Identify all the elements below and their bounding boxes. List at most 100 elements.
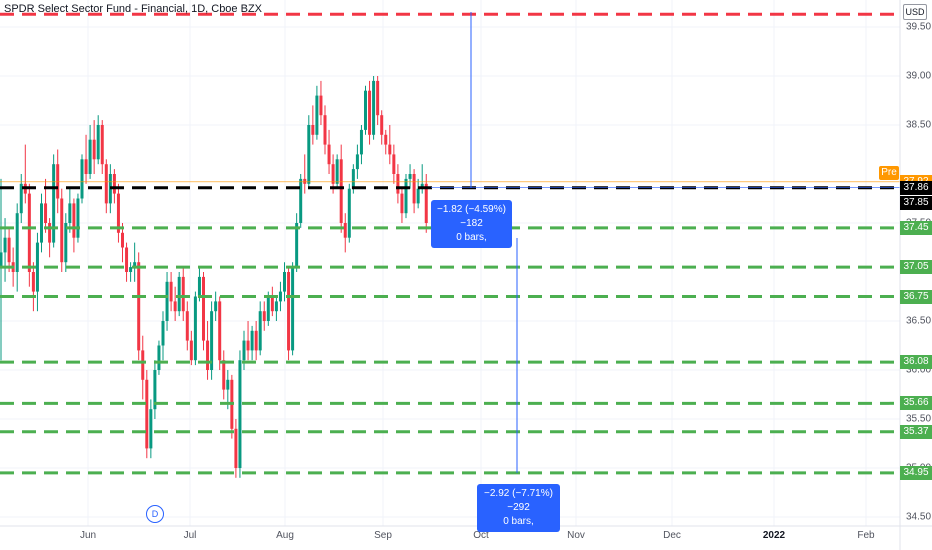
candle-body <box>250 330 254 351</box>
candle-body <box>412 174 416 204</box>
measure-2-change: −2.92 (−7.71%) −292 <box>484 488 553 513</box>
candle-body <box>104 164 108 204</box>
candle-body <box>125 247 129 272</box>
candle-body <box>258 311 262 351</box>
price-label: 36.08 <box>900 355 932 370</box>
candle-body <box>129 267 133 272</box>
candle-body <box>169 281 173 302</box>
candle-body <box>311 125 315 135</box>
chart-title: SPDR Select Sector Fund - Financial, 1D,… <box>4 3 262 15</box>
candle-body <box>246 340 250 351</box>
candle-body <box>193 296 197 361</box>
candle-body <box>278 291 282 302</box>
candle-body <box>408 174 412 179</box>
candle-body <box>335 159 339 184</box>
candle-body <box>380 115 384 135</box>
candle-body <box>80 159 84 199</box>
candle-body <box>141 350 145 380</box>
candle-body <box>3 237 7 253</box>
time-tick-label: Sep <box>374 530 392 541</box>
pre-market-tag: Pre <box>879 166 899 180</box>
candle-body <box>364 90 367 130</box>
currency-label[interactable]: USD <box>903 4 927 20</box>
candle-body <box>396 174 400 194</box>
candle-body <box>234 428 238 468</box>
candle-body <box>60 198 64 263</box>
candle-body <box>137 262 141 351</box>
price-label: 35.37 <box>900 424 932 439</box>
time-tick-label: Nov <box>567 530 585 541</box>
measure-box-2[interactable]: −2.92 (−7.71%) −292 0 bars, <box>477 484 560 532</box>
candle-body <box>161 321 165 346</box>
candle-body <box>339 159 343 223</box>
candle-body <box>157 345 161 370</box>
candle-body <box>145 379 149 449</box>
candle-body <box>112 174 116 194</box>
candle-body <box>214 301 218 312</box>
candle-body <box>197 276 201 297</box>
candle-body <box>274 301 278 312</box>
candle-body <box>222 360 226 390</box>
candle-body <box>270 296 274 312</box>
candle-body <box>133 262 137 268</box>
price-label: 35.66 <box>900 396 932 411</box>
candle-body <box>424 183 428 223</box>
price-label: 37.05 <box>900 260 932 275</box>
candle-body <box>315 95 319 135</box>
candle-body <box>0 252 3 268</box>
price-tick-label: 34.50 <box>906 511 932 523</box>
candle-body <box>202 276 205 341</box>
candle-body <box>295 223 299 268</box>
dividend-marker[interactable]: D <box>146 505 164 523</box>
price-label: 36.75 <box>900 289 932 304</box>
candle-body <box>44 203 48 223</box>
candle-body <box>359 129 363 155</box>
candle-body <box>351 169 355 189</box>
candle-body <box>56 164 60 199</box>
candle-body <box>238 360 242 468</box>
candle-body <box>96 125 100 160</box>
candle-body <box>384 134 388 145</box>
time-tick-label: Oct <box>473 530 489 541</box>
candle-body <box>210 311 214 370</box>
candle-body <box>242 340 246 361</box>
measure-lines-layer[interactable] <box>431 12 900 473</box>
candle-body <box>100 125 104 165</box>
candle-body <box>181 276 185 312</box>
candle-body <box>331 164 335 184</box>
time-tick-label: Jul <box>183 530 197 541</box>
candle-body <box>266 296 270 321</box>
candle-body <box>343 223 347 238</box>
measure-box-1[interactable]: −1.82 (−4.59%) −182 0 bars, <box>431 200 512 248</box>
candle-body <box>173 301 177 312</box>
time-tick-label: Aug <box>276 530 294 541</box>
candle-body <box>153 370 157 410</box>
candle-body <box>307 125 311 184</box>
candle-body <box>68 203 72 223</box>
candle-body <box>88 139 92 174</box>
candle-body <box>376 80 380 116</box>
candle-body <box>372 80 376 135</box>
candle-body <box>319 95 323 116</box>
measure-2-bars: 0 bars, <box>503 516 534 527</box>
candle-body <box>48 223 52 243</box>
candle-body <box>355 154 359 170</box>
price-label: 34.95 <box>900 465 932 480</box>
measure-1-change: −1.82 (−4.59%) −182 <box>437 204 506 229</box>
time-tick-label: Jun <box>79 530 97 541</box>
candle-body <box>149 409 153 449</box>
candle-body <box>15 213 19 272</box>
measure-1-bars: 0 bars, <box>456 232 487 243</box>
candle-body <box>116 193 120 233</box>
price-tick-label: 36.00 <box>906 364 932 376</box>
candle-body <box>7 237 11 263</box>
time-tick-label: 2022 <box>762 530 786 541</box>
candle-body <box>177 276 181 312</box>
candle-body <box>64 223 68 263</box>
candle-body <box>283 272 286 292</box>
candle-body <box>72 203 76 238</box>
candle-body <box>189 340 193 361</box>
price-tick-label: 36.50 <box>906 315 932 327</box>
candles-layer <box>0 76 428 478</box>
